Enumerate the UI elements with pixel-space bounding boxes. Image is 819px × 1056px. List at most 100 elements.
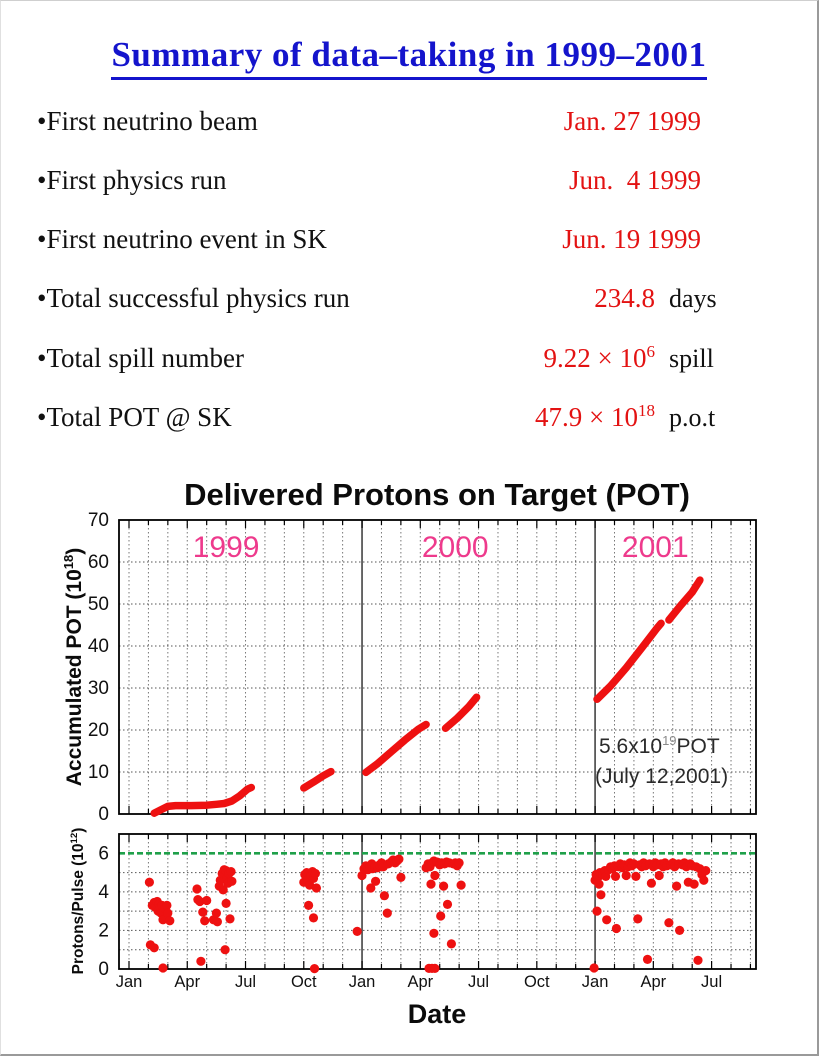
- xtick-label: Jan: [582, 973, 609, 991]
- protons-per-pulse-point: [610, 871, 621, 881]
- summary-row-0: •First neutrino beam Jan. 27 1999: [37, 106, 745, 165]
- x-axis-title: Date: [408, 999, 467, 1029]
- summary-value-exponent: 6: [646, 342, 656, 361]
- protons-per-pulse-point: [309, 964, 320, 974]
- protons-per-pulse-point: [436, 911, 446, 921]
- protons-per-pulse-point: [195, 896, 205, 907]
- ytick-bottom: 4: [98, 882, 109, 903]
- protons-per-pulse-point: [149, 943, 159, 953]
- protons-per-pulse-point: [672, 881, 682, 891]
- protons-per-pulse-point: [198, 907, 208, 917]
- protons-per-pulse-point: [352, 926, 362, 936]
- summary-row-1: •First physics run Jun. 4 1999: [37, 165, 745, 224]
- accumulated-pot-series: [300, 767, 335, 792]
- protons-per-pulse-point: [304, 900, 314, 910]
- protons-per-pulse-point: [200, 916, 210, 926]
- protons-per-pulse-point: [382, 908, 392, 918]
- protons-per-pulse-point: [430, 963, 440, 973]
- year-label-1999: 1999: [193, 531, 260, 564]
- protons-per-pulse-point: [225, 914, 235, 924]
- protons-per-pulse-point: [592, 906, 602, 916]
- xtick-label: Jul: [468, 973, 489, 991]
- protons-per-pulse-point: [689, 879, 699, 889]
- summary-label: •Total successful physics run: [37, 283, 350, 313]
- xtick-label: Jul: [235, 973, 256, 991]
- accumulated-pot-series: [593, 619, 665, 704]
- summary-row-3: •Total successful physics run 234.8 days: [37, 283, 745, 342]
- ytick-top: 20: [88, 720, 109, 741]
- protons-per-pulse-point: [308, 913, 319, 923]
- year-label-2000: 2000: [422, 531, 489, 564]
- summary-label: •Total spill number: [37, 343, 245, 373]
- protons-per-pulse-point: [446, 939, 456, 949]
- ytick-bottom: 2: [98, 920, 109, 941]
- protons-per-pulse-point: [675, 925, 685, 935]
- summary-value: 234.8: [594, 283, 655, 313]
- protons-per-pulse-point: [611, 923, 622, 934]
- pot-chart-figure: Delivered Protons on Target (POT) 1999 200…: [1, 463, 817, 1054]
- ytick-bottom: 0: [98, 959, 109, 980]
- protons-per-pulse-point: [621, 870, 631, 881]
- accumulated-pot-series: [150, 783, 256, 817]
- protons-per-pulse-point: [311, 883, 321, 893]
- summary-unit: p.o.t: [669, 403, 716, 432]
- summary-value-exponent: 18: [638, 401, 655, 420]
- protons-per-pulse-point: [371, 876, 381, 886]
- summary-value: 9.22 × 106: [543, 342, 656, 373]
- protons-per-pulse-point: [379, 891, 389, 901]
- xtick-label: Apr: [407, 973, 433, 991]
- summary-row-4: •Total spill number 9.22 × 106 spill: [37, 342, 745, 401]
- protons-per-pulse-point: [158, 963, 168, 973]
- ytick-top: 30: [88, 678, 109, 699]
- summary-value: Jan. 27 1999: [563, 106, 701, 136]
- protons-per-pulse-point: [439, 881, 449, 891]
- protons-per-pulse-point: [664, 918, 674, 928]
- protons-per-pulse-point: [442, 899, 453, 909]
- summary-unit: days: [669, 284, 717, 313]
- protons-per-pulse-point: [631, 871, 641, 881]
- protons-per-pulse-point: [144, 877, 154, 887]
- page-title: Summary of data–taking in 1999–2001: [111, 35, 707, 80]
- ytick-bottom: 6: [98, 843, 109, 864]
- protons-per-pulse-point: [654, 870, 664, 881]
- annotation-pot-value: 5.6x1019POT: [599, 733, 720, 758]
- annotation-date: (July 12,2001): [595, 765, 728, 788]
- summary-label: •First neutrino beam: [37, 106, 258, 136]
- protons-per-pulse-point: [162, 900, 172, 910]
- protons-per-pulse-point: [589, 963, 599, 973]
- protons-per-pulse-point: [602, 915, 612, 925]
- ytick-top: 40: [88, 636, 109, 657]
- protons-per-pulse-point: [227, 876, 237, 886]
- protons-per-pulse-point: [226, 867, 236, 877]
- accumulated-pot-series: [362, 720, 430, 777]
- protons-per-pulse-point: [165, 916, 175, 926]
- accumulated-pot-series: [441, 693, 481, 733]
- accumulated-pot-series: [665, 576, 704, 624]
- protons-per-pulse-point: [211, 908, 221, 918]
- protons-per-pulse-point: [456, 880, 466, 890]
- protons-per-pulse-point: [192, 884, 202, 894]
- chart-title: Delivered Protons on Target (POT): [184, 477, 690, 512]
- protons-per-pulse-point: [394, 854, 404, 864]
- year-label-2001: 2001: [622, 531, 689, 564]
- protons-per-pulse-point: [454, 858, 464, 868]
- protons-per-pulse-point: [426, 879, 436, 889]
- xtick-label: Oct: [524, 973, 550, 991]
- ytick-top: 0: [98, 804, 109, 825]
- protons-per-pulse-point: [196, 956, 206, 966]
- xtick-label: Jan: [116, 973, 143, 991]
- pot-chart-svg: Delivered Protons on Target (POT)1999 200…: [61, 477, 757, 1029]
- protons-per-pulse-point: [202, 895, 212, 906]
- xtick-label: Apr: [174, 973, 200, 991]
- protons-per-pulse-point: [163, 908, 173, 918]
- protons-per-pulse-point: [430, 870, 440, 881]
- summary-value: Jun. 19 1999: [562, 224, 701, 254]
- summary-value: 47.9 × 1018: [535, 401, 655, 432]
- protons-per-pulse-point: [701, 866, 711, 876]
- summary-label: •First physics run: [37, 165, 227, 195]
- protons-per-pulse-point: [218, 885, 228, 895]
- ytick-top: 10: [88, 762, 109, 783]
- protons-per-pulse-point: [221, 898, 231, 908]
- xtick-label: Oct: [291, 973, 317, 991]
